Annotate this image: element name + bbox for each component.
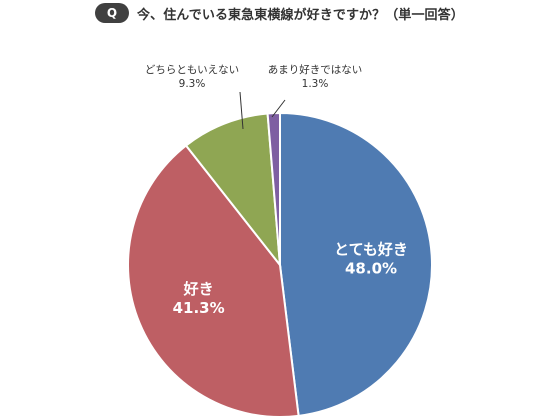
slice-category-label: 好き [183,280,214,298]
pie-slices [127,111,433,418]
pie-slice [266,111,281,266]
leader-line [271,99,286,118]
slice-value-label: 9.3% [179,78,206,90]
question-badge: Q [95,3,129,23]
slice-category-label: どちらともいえない [145,64,239,76]
slice-category-label: あまり好きではない [268,64,363,76]
pie-slice [184,112,282,269]
leader-line [239,91,244,130]
pie-slice [279,111,433,417]
question-title: 今、住んでいる東急東横線が好きですか？（単一回答） [137,7,464,23]
pie-slice [127,144,300,418]
question-header: Q 今、住んでいる東急東横線が好きですか？（単一回答） [95,2,464,24]
slice-value-label: 48.0% [345,259,397,277]
slice-value-label: 1.3% [302,78,329,90]
slice-category-label: とても好き [334,240,408,258]
pie-leader-lines [239,91,286,130]
slice-value-label: 41.3% [173,299,225,317]
